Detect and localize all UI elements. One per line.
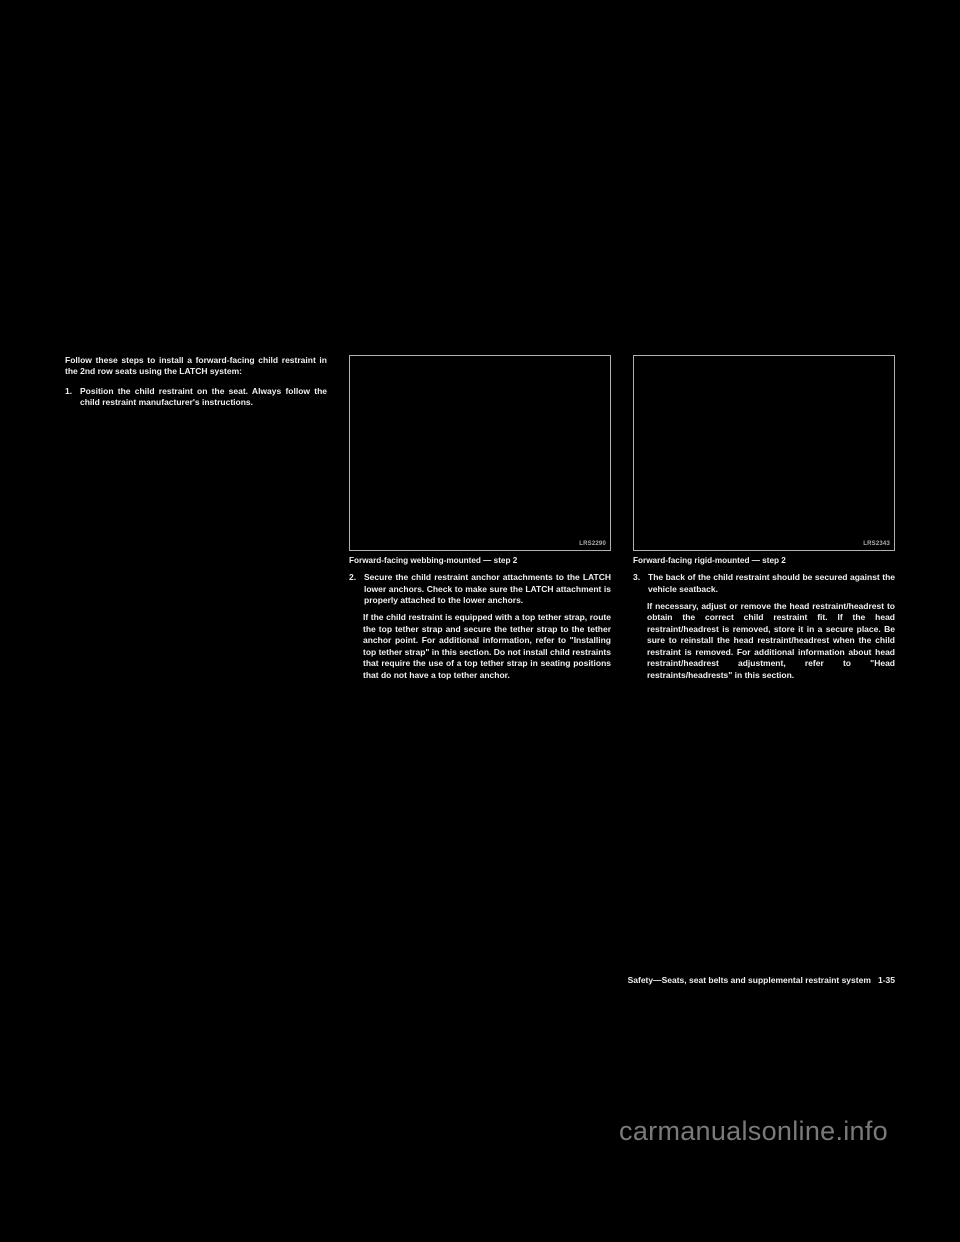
figure-caption: Forward-facing webbing-mounted — step 2 [349,555,611,566]
column-3: LRS2343 Forward-facing rigid-mounted — s… [633,355,895,985]
step-3-cont: If necessary, adjust or remove the head … [633,601,895,681]
step-2-cont: If the child restraint is equipped with … [349,612,611,681]
footer-pagenum: 1-35 [878,975,895,985]
manual-page: Follow these steps to install a forward-… [65,355,895,985]
page-footer: Safety—Seats, seat belts and supplementa… [628,975,895,985]
step-3-number: 3. [633,572,643,595]
figure-label: LRS2290 [579,540,606,548]
column-2: LRS2290 Forward-facing webbing-mounted —… [349,355,611,985]
watermark: carmanualsonline.info [619,1116,888,1147]
intro-text: Follow these steps to install a forward-… [65,355,327,378]
figure-caption: Forward-facing rigid-mounted — step 2 [633,555,895,566]
figure-webbing: LRS2290 [349,355,611,551]
figure-label: LRS2343 [863,540,890,548]
figure-rigid: LRS2343 [633,355,895,551]
footer-section: Safety—Seats, seat belts and supplementa… [628,975,871,985]
step-1: 1. Position the child restraint on the s… [65,386,327,409]
step-2-text: Secure the child restraint anchor attach… [364,572,611,606]
step-2: 2. Secure the child restraint anchor att… [349,572,611,606]
step-1-text: Position the child restraint on the seat… [80,386,327,409]
step-1-number: 1. [65,386,75,409]
step-2-number: 2. [349,572,359,606]
step-3-text: The back of the child restraint should b… [648,572,895,595]
column-1: Follow these steps to install a forward-… [65,355,327,985]
step-3: 3. The back of the child restraint shoul… [633,572,895,595]
